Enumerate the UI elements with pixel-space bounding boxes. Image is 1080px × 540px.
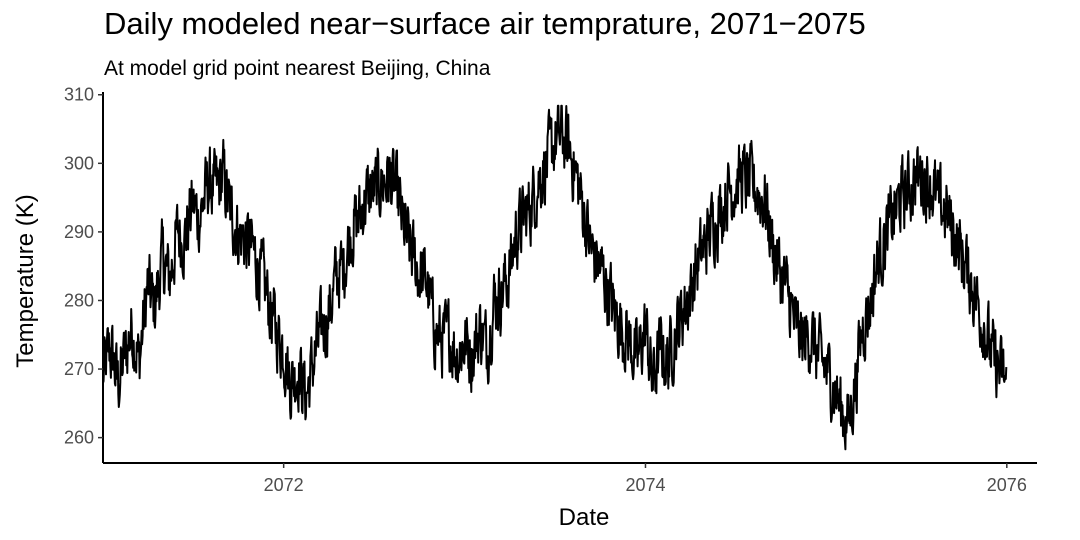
x-tick-label: 2074 [625, 475, 665, 495]
chart-title: Daily modeled near−surface air tempratur… [104, 6, 866, 41]
plot-area [102, 104, 1008, 451]
y-axis-title: Temperature (K) [12, 194, 39, 367]
x-tick-label: 2076 [987, 475, 1027, 495]
y-tick-label: 270 [64, 359, 94, 379]
x-axis-title: Date [559, 504, 610, 531]
y-tick-label: 260 [64, 428, 94, 448]
axes: 260 270 280 290 300 310 2072 2074 2076 [64, 85, 1037, 495]
y-tick-label: 290 [64, 222, 94, 242]
y-tick-label: 280 [64, 290, 94, 310]
y-tick-label: 310 [64, 85, 94, 105]
y-tick-label: 300 [64, 153, 94, 173]
temperature-series-line [102, 104, 1008, 451]
chart-subtitle: At model grid point nearest Beijing, Chi… [104, 57, 491, 80]
x-tick-label: 2072 [264, 475, 304, 495]
